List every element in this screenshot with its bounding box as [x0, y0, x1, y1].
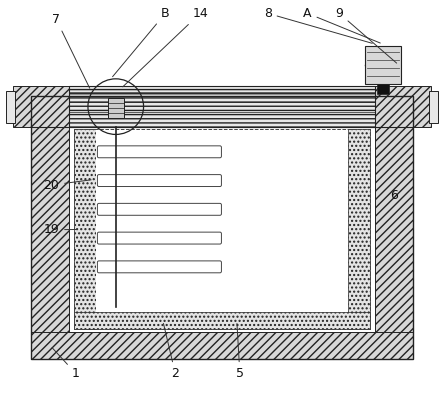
FancyBboxPatch shape: [97, 203, 222, 215]
Bar: [96, 129, 348, 312]
Text: 1: 1: [52, 348, 80, 380]
Text: 2: 2: [163, 323, 179, 380]
Bar: [365, 46, 401, 84]
Bar: [74, 129, 370, 329]
Bar: [5, 91, 16, 123]
Text: B: B: [113, 7, 170, 77]
Bar: [69, 86, 375, 127]
FancyBboxPatch shape: [97, 146, 222, 158]
Text: 14: 14: [123, 7, 208, 87]
Bar: [74, 129, 96, 329]
Text: 6: 6: [390, 189, 398, 202]
Bar: [375, 86, 431, 127]
Bar: [32, 96, 412, 359]
Bar: [377, 84, 389, 94]
Text: 9: 9: [335, 7, 396, 63]
Text: 20: 20: [43, 178, 91, 191]
Bar: [428, 91, 439, 123]
Text: A: A: [303, 7, 380, 43]
Bar: [32, 332, 412, 359]
FancyBboxPatch shape: [97, 174, 222, 187]
Text: 5: 5: [236, 323, 244, 380]
Bar: [74, 312, 370, 329]
FancyBboxPatch shape: [97, 232, 222, 244]
Bar: [13, 86, 69, 127]
Text: 7: 7: [52, 13, 90, 88]
Bar: [348, 129, 370, 329]
Bar: [375, 96, 412, 359]
Text: 19: 19: [44, 223, 76, 236]
FancyBboxPatch shape: [97, 261, 222, 273]
Bar: [108, 98, 124, 118]
Text: 8: 8: [264, 7, 372, 43]
Bar: [32, 96, 69, 359]
Bar: [69, 86, 375, 127]
